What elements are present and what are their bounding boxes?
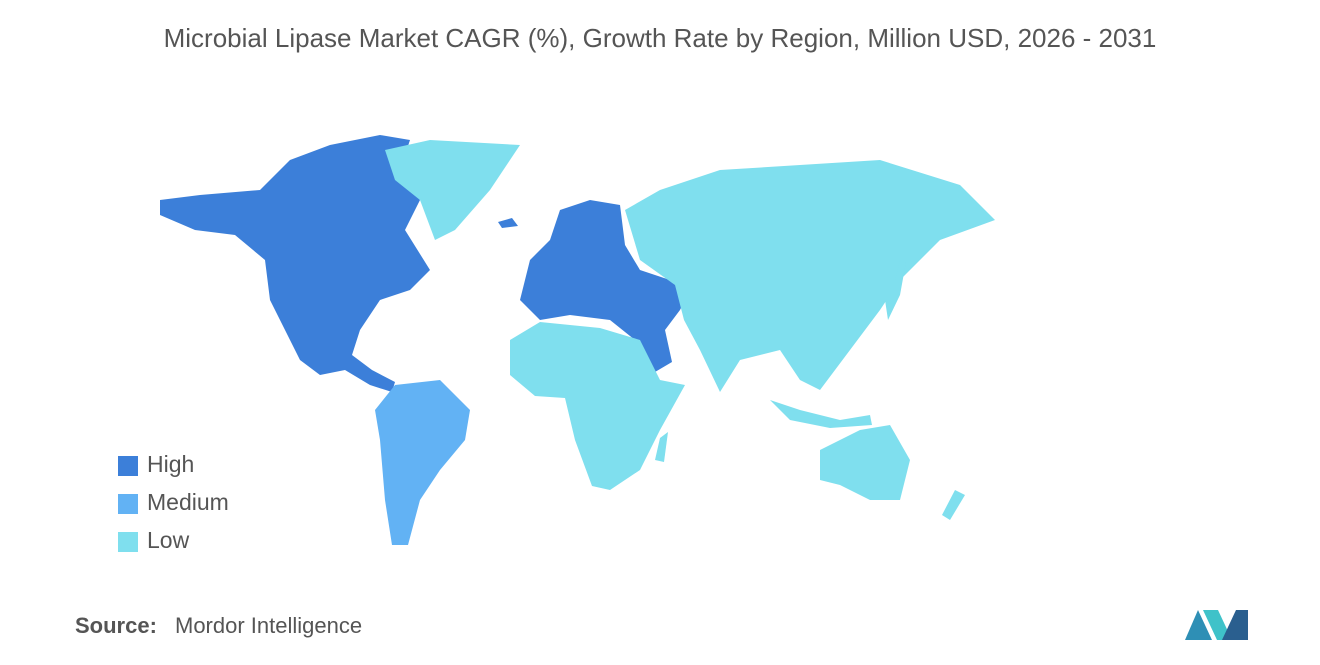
legend-swatch (118, 532, 138, 552)
indonesia (770, 400, 872, 428)
australia (820, 425, 910, 500)
logo-part (1222, 610, 1248, 640)
japan (885, 260, 906, 320)
title: Microbial Lipase Market CAGR (%), Growth… (164, 23, 1157, 53)
logo-part (1185, 610, 1212, 640)
legend-swatch (118, 494, 138, 514)
africa (510, 322, 685, 490)
madagascar (655, 432, 668, 462)
greenland (385, 140, 520, 240)
iceland (498, 218, 518, 228)
world-map (160, 135, 995, 545)
legend-label: Medium (147, 489, 229, 515)
logo-part (1203, 610, 1232, 640)
north-america (160, 135, 430, 392)
south-america (375, 380, 470, 545)
asia (625, 160, 995, 392)
source-text: Mordor Intelligence (175, 613, 362, 638)
legend-label: Low (147, 527, 190, 553)
legend-label: High (147, 451, 194, 477)
legend: High Medium Low (118, 451, 229, 553)
europe-middle-east (520, 200, 690, 372)
source-label: Source: (75, 613, 157, 638)
logo (1185, 610, 1248, 640)
legend-swatch (118, 456, 138, 476)
new-zealand (942, 490, 965, 520)
